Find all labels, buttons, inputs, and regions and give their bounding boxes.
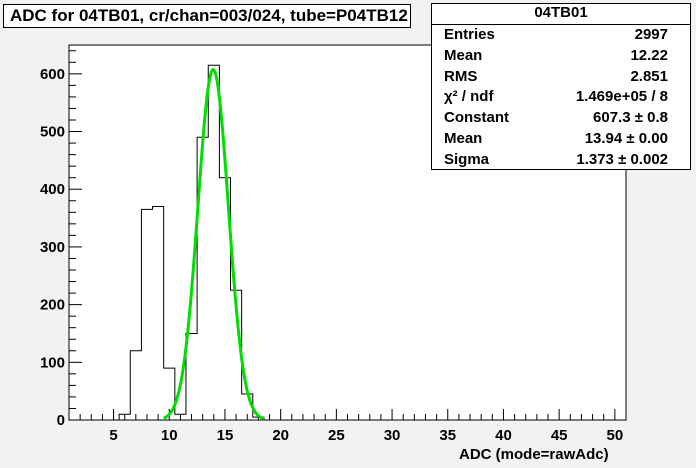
y-tick-label: 500	[40, 124, 65, 141]
stats-row-mean: Mean 12.22	[432, 46, 690, 67]
stats-key: Sigma	[444, 150, 490, 168]
y-tick-label: 400	[40, 181, 65, 198]
x-tick-label: 10	[161, 427, 178, 444]
stats-value: 12.22	[630, 46, 668, 64]
stats-key: Mean	[444, 129, 483, 147]
x-tick-label: 20	[272, 427, 289, 444]
gaussian-fit-curve	[163, 68, 265, 421]
stats-value: 1.469e+05 / 8	[575, 88, 668, 106]
x-tick-label: 45	[551, 427, 568, 444]
stats-row-chi2: χ² / ndf 1.469e+05 / 8	[432, 87, 690, 108]
stats-value: 13.94 ± 0.00	[584, 129, 668, 147]
stats-row-entries: Entries 2997	[432, 25, 690, 46]
plot-title: ADC for 04TB01, cr/chan=003/024, tube=P0…	[3, 4, 411, 28]
x-axis-label: ADC (mode=rawAdc)	[459, 446, 609, 463]
stats-value: 2.851	[630, 67, 668, 85]
stats-box: 04TB01 Entries 2997 Mean 12.22 RMS 2.851 χ²…	[431, 3, 691, 170]
stats-key: χ² / ndf	[444, 88, 494, 106]
stats-value: 2997	[634, 26, 668, 43]
stats-value: 607.3 ± 0.8	[593, 109, 668, 127]
stats-key: Constant	[444, 109, 509, 127]
histogram-outline	[118, 64, 265, 420]
stats-key: Entries	[444, 26, 495, 43]
stats-row-sigma: Sigma 1.373 ± 0.002	[432, 150, 690, 171]
x-tick-label: 40	[495, 427, 512, 444]
stats-key: Mean	[444, 46, 483, 64]
y-tick-label: 300	[40, 239, 65, 256]
y-tick-label: 0	[57, 412, 65, 429]
x-tick-label: 25	[328, 427, 345, 444]
stats-key: RMS	[444, 67, 478, 85]
x-tick-label: 30	[384, 427, 401, 444]
x-tick-label: 15	[217, 427, 234, 444]
stats-value: 1.373 ± 0.002	[576, 150, 668, 168]
y-tick-label: 100	[40, 354, 65, 371]
y-tick-label: 600	[40, 66, 65, 83]
stats-title: 04TB01	[432, 4, 690, 25]
stats-row-constant: Constant 607.3 ± 0.8	[432, 108, 690, 129]
x-tick-label: 50	[607, 427, 624, 444]
x-tick-label: 35	[439, 427, 456, 444]
stats-row-rms: RMS 2.851	[432, 67, 690, 88]
y-tick-label: 200	[40, 297, 65, 314]
stats-row-fit-mean: Mean 13.94 ± 0.00	[432, 129, 690, 150]
x-tick-label: 5	[109, 427, 117, 444]
